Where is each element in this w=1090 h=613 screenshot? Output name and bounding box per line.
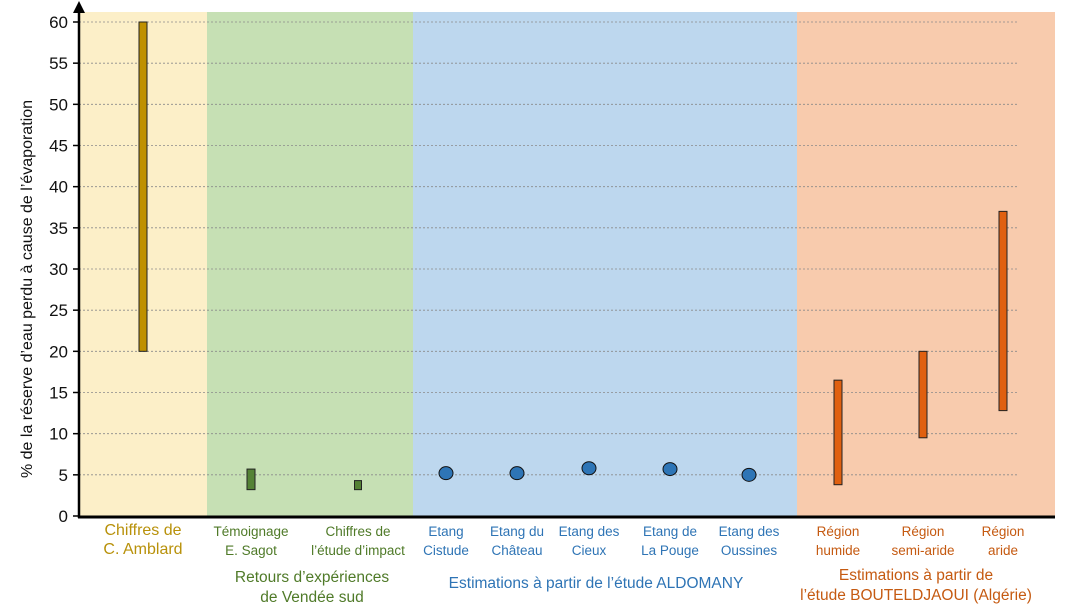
category-label-3-0: Etang — [428, 524, 463, 539]
range-bar-2 — [354, 480, 362, 491]
category-label-5-1: Cieux — [572, 543, 607, 558]
category-label-7-0: Etang des — [719, 524, 780, 539]
axes — [73, 1, 1055, 519]
y-tick-label-35: 35 — [49, 219, 68, 238]
category-label-6-0: Etang de — [643, 524, 697, 539]
category-label-1-0: Témoignage — [213, 524, 288, 539]
group-bands — [79, 12, 1055, 516]
category-label-8-1: humide — [816, 543, 860, 558]
group-label-3-0: Estimations à partir de — [839, 567, 993, 584]
range-bar-10 — [998, 210, 1008, 412]
y-tick-label-5: 5 — [59, 466, 68, 485]
group-label-1-0: Retours d’expériences — [235, 569, 389, 586]
category-label-2-0: Chiffres de — [325, 524, 390, 539]
range-bar-9 — [918, 350, 928, 439]
group-band-1 — [207, 12, 413, 516]
y-tick-label-40: 40 — [49, 178, 68, 197]
y-tick-label-60: 60 — [49, 13, 68, 32]
category-label-0-1: C. Amblard — [103, 541, 182, 558]
point-marker-7 — [741, 467, 757, 482]
group-band-2 — [413, 12, 797, 516]
labels: 0 5 10 15 20 25 30 35 40 45 50 55 60 % de la réserve … — [19, 13, 1032, 606]
category-label-8-0: Région — [817, 524, 860, 539]
range-bar-1 — [246, 468, 256, 491]
y-axis-arrow — [73, 1, 85, 13]
point-marker-6 — [662, 462, 678, 477]
point-marker-5 — [581, 461, 597, 476]
range-bar-8 — [833, 379, 843, 486]
y-tick-label-20: 20 — [49, 342, 68, 361]
range-bar-0 — [138, 21, 148, 352]
y-tick-label-0: 0 — [59, 507, 68, 526]
category-label-10-0: Région — [982, 524, 1025, 539]
y-tick-label-50: 50 — [49, 95, 68, 114]
group-label-1-1: de Vendée sud — [260, 589, 363, 606]
category-label-9-1: semi-aride — [891, 543, 954, 558]
y-tick-label-25: 25 — [49, 301, 68, 320]
point-marker-4 — [509, 466, 525, 481]
category-label-6-1: La Pouge — [641, 543, 699, 558]
category-label-2-1: l’étude d’impact — [311, 543, 405, 558]
category-label-4-0: Etang du — [490, 524, 544, 539]
category-label-3-1: Cistude — [423, 543, 469, 558]
group-label-3-1: l’étude BOUTELDJAOUI (Algérie) — [800, 587, 1032, 604]
category-label-5-0: Etang des — [559, 524, 620, 539]
y-tick-label-30: 30 — [49, 260, 68, 279]
y-tick-label-55: 55 — [49, 54, 68, 73]
data-marks — [138, 21, 1008, 491]
y-axis-label: % de la réserve d’eau perdu à cause de l… — [19, 100, 36, 478]
category-label-7-1: Oussines — [721, 543, 778, 558]
y-tick-label-15: 15 — [49, 384, 68, 403]
category-label-0-0: Chiffres de — [104, 522, 181, 539]
category-label-1-1: E. Sagot — [225, 543, 277, 558]
gridlines — [79, 21, 1018, 476]
y-tick-label-45: 45 — [49, 137, 68, 156]
category-label-4-1: Château — [491, 543, 542, 558]
y-tick-label-10: 10 — [49, 425, 68, 444]
category-label-9-0: Région — [902, 524, 945, 539]
point-marker-3 — [438, 466, 454, 481]
category-label-10-1: aride — [988, 543, 1018, 558]
group-label-2-0: Estimations à partir de l’étude ALDOMANY — [449, 575, 744, 592]
